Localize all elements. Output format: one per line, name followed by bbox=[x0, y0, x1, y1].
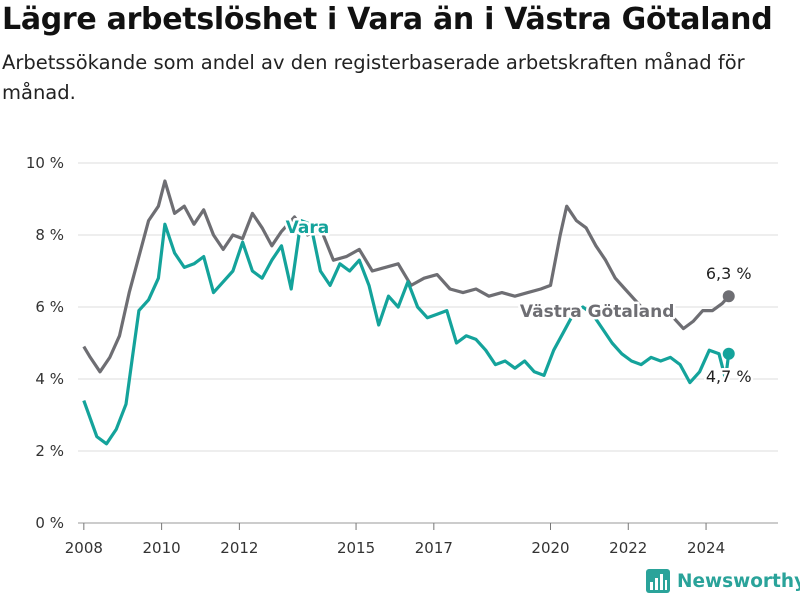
y-tick-label: 10 % bbox=[26, 154, 64, 172]
x-tick-label: 2017 bbox=[415, 539, 453, 557]
chart-subtitle: Arbetssökande som andel av den registerb… bbox=[2, 51, 745, 104]
y-tick-label: 2 % bbox=[35, 442, 64, 460]
newsworthy-logo-icon bbox=[646, 569, 670, 593]
series-line-vastra-gotaland bbox=[82, 179, 730, 374]
series-lines bbox=[82, 179, 735, 446]
end-point-marker bbox=[722, 290, 735, 303]
x-tick-label: 2012 bbox=[220, 539, 258, 557]
end-point-marker bbox=[722, 347, 735, 360]
y-axis-ticks: 0 % 2 % 4 % 6 % 8 % 10 % bbox=[26, 154, 64, 532]
series-label-vastra-gotaland: Västra Götaland bbox=[520, 302, 675, 322]
chart-title: Lägre arbetslöshet i Vara än i Västra Gö… bbox=[2, 2, 773, 37]
y-tick-label: 0 % bbox=[35, 514, 64, 532]
x-tick-label: 2020 bbox=[531, 539, 569, 557]
x-tick-label: 2008 bbox=[65, 539, 103, 557]
series-line-vara bbox=[82, 219, 731, 446]
x-tick-label: 2010 bbox=[143, 539, 181, 557]
end-value-label: 4,7 % bbox=[706, 367, 752, 386]
brand-name: Newsworthy bbox=[677, 570, 800, 592]
y-tick-label: 4 % bbox=[35, 370, 64, 388]
y-tick-label: 8 % bbox=[35, 226, 64, 244]
x-tick-label: 2024 bbox=[687, 539, 725, 557]
y-tick-label: 6 % bbox=[35, 298, 64, 316]
end-value-label: 6,3 % bbox=[706, 264, 752, 283]
x-axis: 2008 2010 2012 2015 2017 2020 2022 2024 bbox=[65, 523, 725, 557]
gridlines bbox=[78, 162, 778, 524]
series-labels: 6,3 % 4,7 % Västra Götaland Vara bbox=[283, 216, 754, 389]
newsworthy-logo: Newsworthy bbox=[645, 568, 800, 594]
x-tick-label: 2015 bbox=[337, 539, 375, 557]
series-label-vara: Vara bbox=[286, 218, 330, 238]
x-tick-label: 2022 bbox=[609, 539, 647, 557]
